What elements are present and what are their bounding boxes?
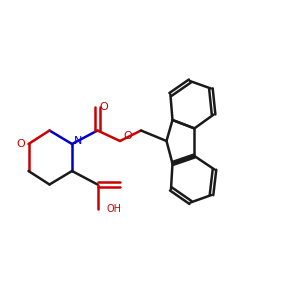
Text: N: N (74, 136, 82, 146)
Text: O: O (99, 101, 108, 112)
Text: O: O (123, 130, 132, 141)
Text: O: O (16, 139, 26, 149)
Text: OH: OH (106, 203, 122, 214)
